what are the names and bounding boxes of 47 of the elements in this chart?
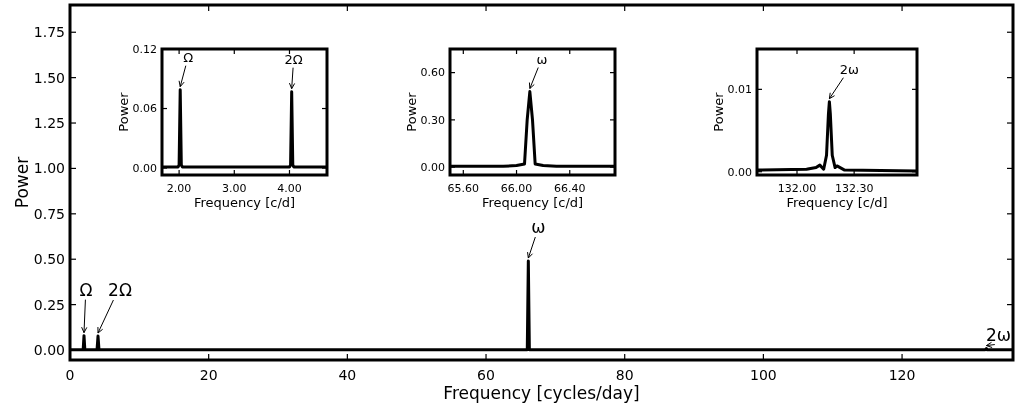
y-tick-label: 1.50 <box>33 69 65 86</box>
x-tick-label: 20 <box>199 367 218 383</box>
y-tick-label: 0.30 <box>420 113 445 127</box>
y-tick-label: 1.25 <box>33 114 65 131</box>
x-tick-label: 40 <box>338 367 357 383</box>
x-axis-title: Frequency [c/d] <box>193 195 296 210</box>
x-tick-label: 3.00 <box>222 182 247 195</box>
y-tick-label: 0.25 <box>33 296 65 313</box>
annotation: ω <box>536 51 548 67</box>
x-tick-label: 65.60 <box>447 182 480 195</box>
annotation: ω <box>531 217 546 238</box>
y-axis-title: Power <box>404 91 419 132</box>
annotation: 2Ω <box>284 51 303 67</box>
x-axis-title: Frequency [c/d] <box>786 195 888 210</box>
y-tick-label: 0.60 <box>420 66 445 80</box>
y-tick-label: 0.06 <box>132 102 157 116</box>
x-tick-label: 120 <box>888 367 916 383</box>
y-axis-title: Power <box>116 91 131 132</box>
y-tick-label: 0.75 <box>33 205 65 222</box>
annotation: Ω <box>183 49 194 65</box>
x-tick-label: 2.00 <box>166 182 192 195</box>
x-axis-title: Frequency [c/d] <box>481 195 584 210</box>
x-tick-label: 60 <box>477 367 495 383</box>
x-axis-title: Frequency [cycles/day] <box>443 383 640 403</box>
x-tick-label: 100 <box>750 367 777 383</box>
x-tick-label: 0 <box>65 367 75 383</box>
x-tick-label: 132.00 <box>777 182 817 195</box>
x-tick-label: 132.30 <box>834 182 874 195</box>
y-tick-label: 0.00 <box>727 165 752 179</box>
annotation: Ω <box>79 279 93 300</box>
x-tick-label: 4.00 <box>277 182 302 195</box>
y-tick-label: 1.00 <box>33 160 65 177</box>
y-tick-label: 0.00 <box>420 160 445 174</box>
y-tick-label: 0.12 <box>132 42 157 56</box>
annotation: 2ω <box>839 61 859 77</box>
x-tick-label: 66.40 <box>554 182 586 195</box>
annotation: 2Ω <box>108 280 132 301</box>
y-axis-title: Power <box>12 156 32 209</box>
y-axis-title: Power <box>711 91 726 132</box>
y-tick-label: 0.50 <box>33 251 65 268</box>
x-tick-label: 66.00 <box>500 182 533 195</box>
y-tick-label: 0.01 <box>727 83 752 97</box>
annotation: 2ω <box>985 324 1011 345</box>
x-tick-label: 80 <box>615 367 634 383</box>
y-tick-label: 0.00 <box>33 341 65 358</box>
y-tick-label: 1.75 <box>33 24 65 41</box>
y-tick-label: 0.00 <box>132 161 157 175</box>
